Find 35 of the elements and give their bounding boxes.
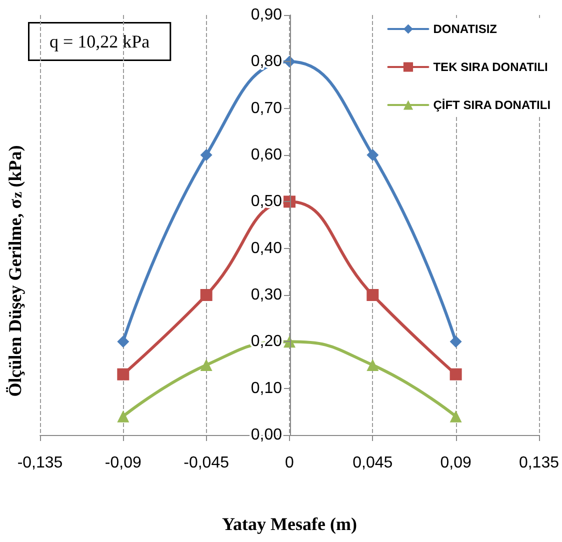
point (117, 336, 130, 348)
x-tick-label: 0,09 (440, 454, 472, 472)
annotation: q = 10,22 kPa (50, 32, 150, 52)
y-axis-title: Ölçülen Düşey Gerilme, σz (kPa) (5, 145, 26, 397)
point (283, 196, 296, 208)
legend-label: ÇİFT SIRA DONATILI (433, 98, 551, 112)
y-tick-label: 0,00 (250, 426, 282, 444)
point (200, 149, 212, 161)
point (366, 359, 379, 371)
y-tick-label: 0,80 (250, 53, 282, 70)
point (366, 289, 379, 301)
x-tick-label: 0 (285, 454, 294, 472)
point (117, 368, 130, 380)
x-tick-label: -0,135 (17, 454, 63, 472)
y-tick-label: 0,10 (250, 380, 282, 397)
y-tick-label: 0,60 (250, 146, 282, 164)
point (450, 368, 462, 380)
y-tick-label: 0,90 (250, 6, 282, 24)
y-tick-label: 0,40 (250, 240, 282, 257)
x-tick-label: 0,045 (352, 454, 393, 472)
point (450, 336, 462, 348)
legend-label: TEK SIRA DONATILI (433, 60, 548, 74)
point (200, 359, 212, 371)
y-tick-label: 0,30 (250, 286, 282, 304)
x-axis-title: Yatay Mesafe (m) (222, 514, 357, 534)
legend-label: DONATISIZ (433, 22, 498, 36)
x-tick-label: -0,045 (184, 454, 230, 472)
point (450, 410, 462, 422)
x-tick-label: 0,135 (518, 454, 560, 472)
y-tick-label: 0,70 (250, 100, 282, 117)
x-tick-label: -0,09 (104, 454, 142, 472)
point (200, 289, 212, 301)
y-tick-label: 0,50 (250, 193, 282, 210)
point (117, 410, 130, 422)
point (366, 149, 379, 161)
